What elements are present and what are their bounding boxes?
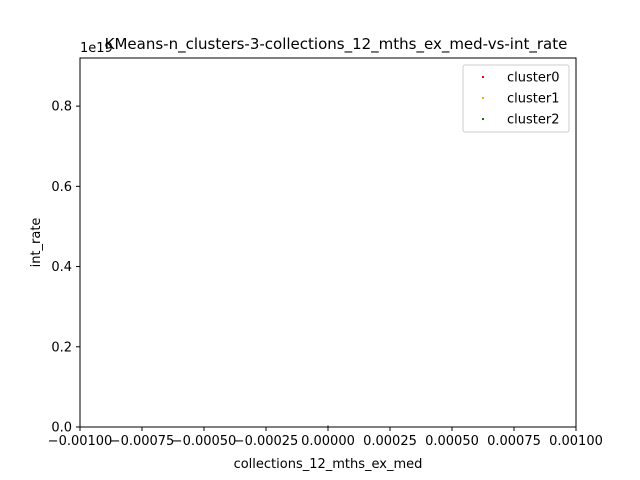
y-tick-label: 0.8 [51,100,72,115]
x-axis-label: collections_12_mths_ex_med [234,457,423,472]
legend: cluster0 cluster1 cluster2 [462,64,570,133]
plot-frame [79,57,577,428]
x-tick-label: 0.00000 [301,434,355,449]
y-tick-label: 0.0 [51,421,72,436]
chart-title: KMeans-n_clusters-3-collections_12_mths_… [105,35,568,54]
x-tick-label: −0.00050 [172,434,237,449]
x-tick-label: 0.00100 [549,434,603,449]
y-tick-label: 0.6 [51,180,72,195]
x-tick-label: −0.00075 [110,434,175,449]
x-tick-label: 0.00075 [487,434,541,449]
cluster2-point [327,425,329,427]
legend-marker-cluster0 [482,76,484,78]
legend-label-cluster2: cluster2 [507,113,559,128]
legend-marker-cluster2 [482,118,484,120]
legend-label-cluster1: cluster1 [507,92,559,107]
x-axis-ticks: −0.00100−0.00075−0.00050−0.00025 0.00000 0… [48,427,603,449]
y-tick-label: 0.4 [51,260,72,275]
x-tick-label: −0.00025 [234,434,299,449]
x-tick-label: 0.00025 [363,434,417,449]
legend-marker-cluster1 [482,97,484,99]
y-axis-ticks: 0.0 0.2 0.4 0.6 0.8 [51,100,80,436]
x-tick-label: −0.00100 [48,434,113,449]
x-tick-label: 0.00050 [425,434,479,449]
data-points [327,425,329,427]
legend-box [462,64,570,133]
y-tick-label: 0.2 [51,340,72,355]
legend-label-cluster0: cluster0 [507,71,559,86]
y-axis-label: int_rate [29,218,44,268]
y-offset-text: 1e19 [80,41,113,56]
